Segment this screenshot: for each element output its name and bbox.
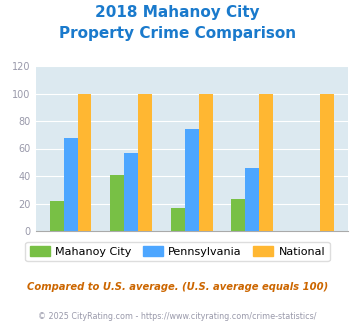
Legend: Mahanoy City, Pennsylvania, National: Mahanoy City, Pennsylvania, National (25, 242, 330, 261)
Bar (138, 93, 152, 231)
Bar (171, 208, 185, 231)
Bar (320, 93, 334, 231)
Bar (245, 168, 259, 231)
Bar (231, 199, 245, 231)
Text: 2018 Mahanoy City: 2018 Mahanoy City (95, 5, 260, 20)
Text: © 2025 CityRating.com - https://www.cityrating.com/crime-statistics/: © 2025 CityRating.com - https://www.city… (38, 312, 317, 321)
Bar (199, 93, 213, 231)
Text: Compared to U.S. average. (U.S. average equals 100): Compared to U.S. average. (U.S. average … (27, 282, 328, 292)
Bar (124, 152, 138, 231)
Bar (110, 175, 124, 231)
Bar (259, 93, 273, 231)
Text: Property Crime Comparison: Property Crime Comparison (59, 26, 296, 41)
Bar (77, 93, 92, 231)
Bar (50, 201, 64, 231)
Bar (185, 129, 199, 231)
Bar (64, 138, 77, 231)
